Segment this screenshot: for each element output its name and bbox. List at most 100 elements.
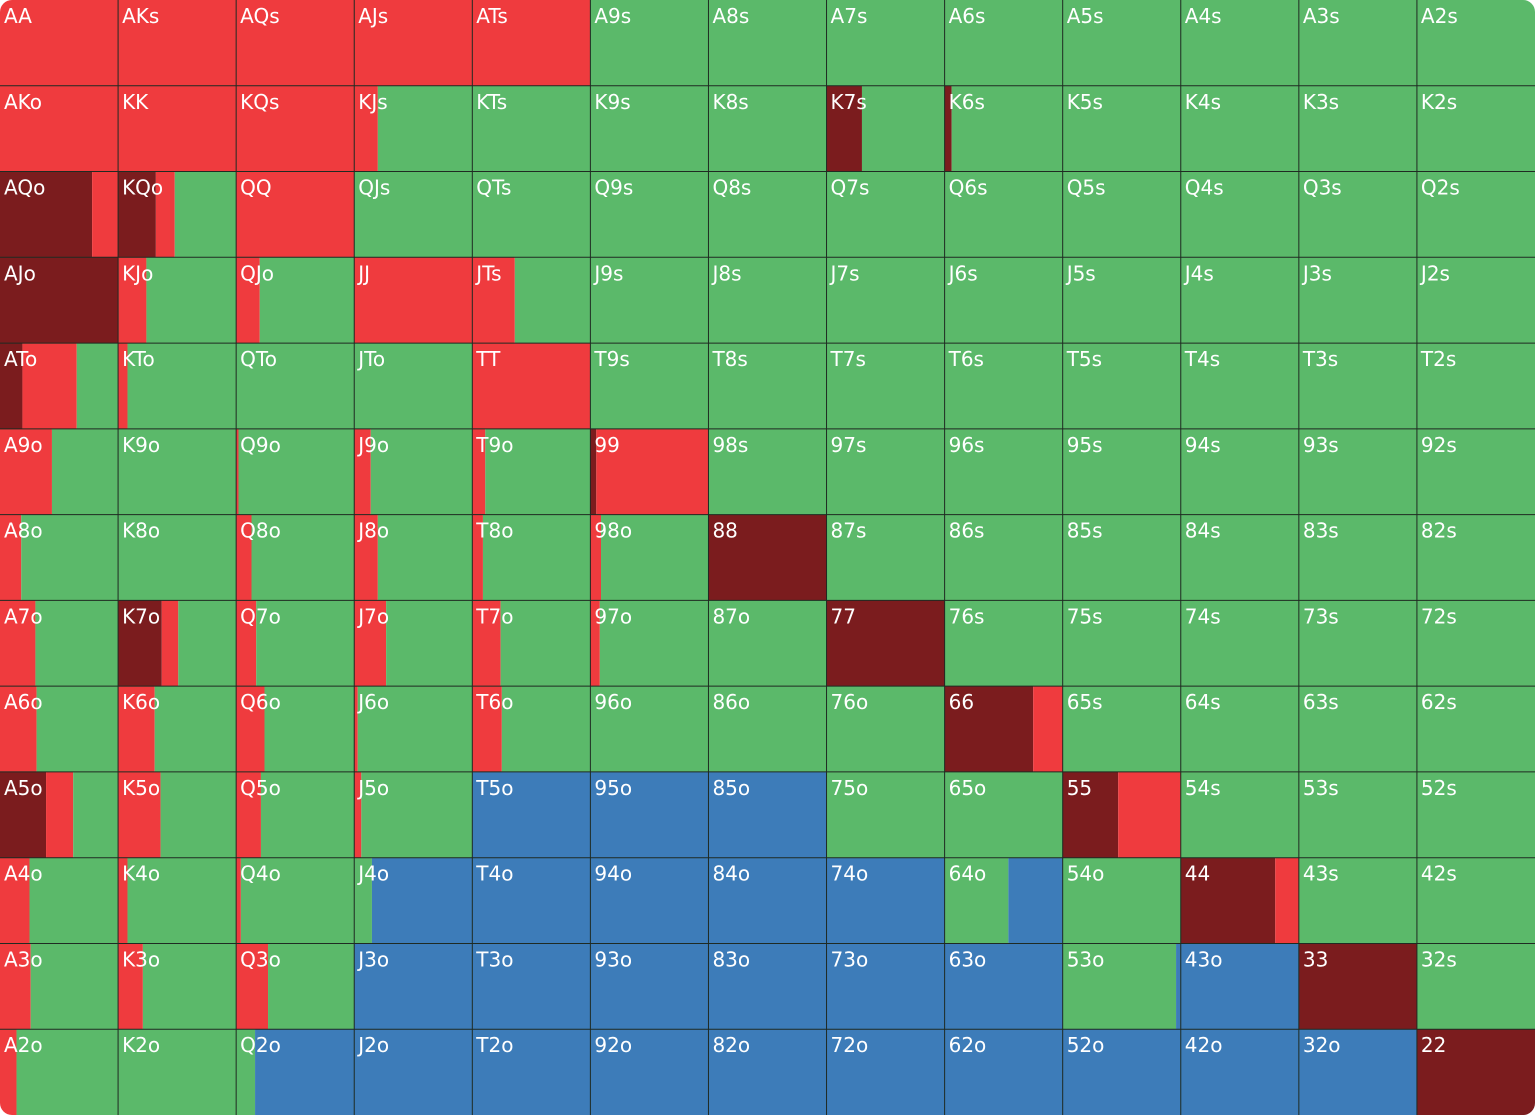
action-segment [118, 257, 147, 344]
action-segment [0, 514, 22, 601]
hand-label: Q2o [240, 1033, 281, 1057]
hand-label: 32o [1303, 1033, 1341, 1057]
hand-label: J3s [1301, 261, 1332, 285]
hand-label: ATs [476, 4, 507, 28]
action-segment [590, 343, 709, 429]
hand-label: J2o [356, 1033, 389, 1057]
hand-label: K8s [712, 90, 748, 114]
action-segment [944, 600, 1063, 687]
action-segment [16, 1029, 119, 1115]
action-segment [501, 686, 591, 772]
action-segment [1298, 428, 1417, 515]
hand-label: 92o [594, 1033, 632, 1057]
hand-label: 98o [594, 519, 632, 543]
action-segment [826, 0, 945, 86]
hand-label: A8o [4, 519, 43, 543]
hand-label: 86o [712, 690, 750, 714]
hand-label: T8s [711, 347, 747, 371]
hand-label: JTo [356, 347, 385, 371]
action-segment [268, 943, 355, 1030]
action-segment [146, 257, 237, 344]
action-segment [0, 343, 23, 429]
hand-label: A3o [4, 947, 43, 971]
hand-label: J7o [356, 604, 389, 628]
action-segment [236, 857, 241, 944]
action-segment [1062, 0, 1181, 86]
hand-label: K5s [1067, 90, 1103, 114]
hand-label: 64s [1185, 690, 1221, 714]
action-segment [944, 514, 1063, 601]
action-segment [1416, 686, 1535, 772]
action-segment [944, 171, 1063, 258]
action-segment [354, 514, 378, 601]
action-segment [590, 85, 709, 172]
action-segment [944, 857, 1009, 944]
action-segment [944, 343, 1063, 429]
action-segment [1298, 600, 1417, 687]
action-segment [260, 771, 355, 858]
hand-label: 95s [1067, 433, 1103, 457]
action-segment [472, 686, 502, 772]
action-segment [1180, 1029, 1299, 1115]
action-segment [118, 857, 128, 944]
action-segment [264, 686, 355, 772]
action-segment [256, 600, 355, 687]
action-segment [118, 943, 143, 1030]
hand-label: KTs [476, 90, 507, 114]
hand-label: A2o [4, 1033, 43, 1057]
action-segment [178, 600, 237, 687]
hand-label: 54o [1067, 862, 1105, 886]
action-segment [1298, 1029, 1417, 1115]
hand-label: 53s [1303, 776, 1339, 800]
hand-label: K4s [1185, 90, 1221, 114]
action-segment [51, 428, 119, 515]
hand-label: K6s [949, 90, 985, 114]
action-segment [708, 428, 827, 515]
action-segment [472, 343, 591, 429]
action-segment [472, 171, 591, 258]
hand-label: 85o [712, 776, 750, 800]
action-segment [236, 0, 355, 86]
hand-label: 52o [1067, 1033, 1105, 1057]
action-segment [1298, 343, 1417, 429]
hand-label: J8o [356, 519, 389, 543]
action-segment [1416, 943, 1535, 1030]
action-segment [236, 600, 257, 687]
hand-label: Q4o [240, 862, 281, 886]
hand-label: T6o [475, 690, 513, 714]
hand-label: 73o [831, 947, 869, 971]
hand-label: K3o [122, 947, 160, 971]
hand-label: A2s [1421, 4, 1458, 28]
action-segment [944, 428, 1063, 515]
action-segment [590, 171, 709, 258]
hand-label: K5o [122, 776, 160, 800]
action-segment [118, 686, 155, 772]
hand-label: AQs [240, 4, 280, 28]
hand-label: 73s [1303, 604, 1339, 628]
action-segment [1008, 857, 1063, 944]
action-segment [0, 1029, 17, 1115]
action-segment [1033, 686, 1063, 772]
hand-label: A4s [1185, 4, 1222, 28]
hand-label: T4s [1184, 347, 1220, 371]
action-segment [1180, 428, 1299, 515]
action-segment [472, 85, 591, 172]
hand-label: Q5o [240, 776, 281, 800]
hand-label: 52s [1421, 776, 1457, 800]
hand-label: 88 [712, 519, 737, 543]
action-segment [472, 600, 501, 687]
action-segment [599, 600, 709, 687]
action-segment [0, 943, 31, 1030]
hand-label: 53o [1067, 947, 1105, 971]
action-segment [357, 686, 473, 772]
action-segment [1180, 171, 1299, 258]
action-segment [127, 343, 237, 429]
hand-label: K2o [122, 1033, 160, 1057]
action-segment [708, 85, 827, 172]
hand-label: T2o [475, 1033, 513, 1057]
action-segment [861, 85, 945, 172]
hand-label: T9s [593, 347, 629, 371]
hand-label: J5s [1065, 261, 1096, 285]
action-segment [377, 85, 473, 172]
action-segment [826, 600, 945, 687]
